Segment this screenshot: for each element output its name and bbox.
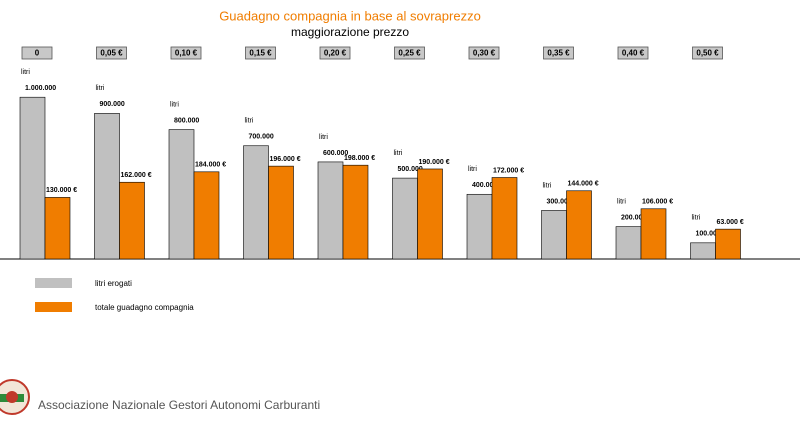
bar [317, 161, 344, 260]
category-box [692, 46, 723, 60]
value-label: 196.000 € [270, 156, 301, 163]
bar [417, 168, 443, 260]
unit-label: litri [21, 69, 30, 76]
unit-label: litri [692, 215, 701, 222]
bar [690, 242, 716, 260]
category-label: 0,15 € [249, 49, 272, 58]
bar [168, 129, 195, 260]
value-label: 100.000 [696, 231, 721, 238]
value-label: 1.000.000 [25, 85, 56, 92]
unit-label: litri [245, 118, 254, 125]
unit-label: litri [319, 134, 328, 141]
value-label: 130.000 € [46, 187, 77, 194]
bar [193, 171, 220, 260]
bar [491, 177, 518, 260]
value-label: 106.000 € [642, 199, 673, 206]
footer-organization: Associazione Nazionale Gestori Autonomi … [38, 398, 320, 412]
bar [640, 208, 667, 260]
unit-label: litri [468, 166, 477, 173]
chart-title: Guadagno compagnia in base al sovraprezz… [219, 8, 481, 23]
value-label: 400.000 [472, 182, 497, 189]
value-label: 172.000 € [493, 167, 524, 174]
category-box [170, 46, 202, 60]
category-label: 0,20 € [324, 49, 347, 58]
value-label: 144.000 € [568, 181, 599, 188]
unit-label: litri [96, 85, 105, 92]
legend-swatch [35, 278, 72, 288]
value-label: 184.000 € [195, 162, 226, 169]
category-box [96, 46, 127, 60]
value-label: 900.000 [100, 101, 125, 108]
category-label: 0,05 € [100, 49, 123, 58]
category-box [319, 46, 351, 60]
bar [19, 96, 46, 260]
category-box [21, 46, 53, 60]
category-label: 0,25 € [398, 49, 421, 58]
legend-label: totale guadagno compagnia [95, 303, 194, 312]
category-box [394, 46, 425, 60]
value-label: 600.000 [323, 150, 348, 157]
value-label: 162.000 € [121, 172, 152, 179]
unit-label: litri [617, 198, 626, 205]
category-label: 0,50 € [696, 49, 719, 58]
bar [342, 164, 369, 260]
category-label: 0,40 € [622, 49, 645, 58]
bar [94, 113, 120, 260]
value-label: 300.000 [547, 198, 572, 205]
unit-label: litri [170, 101, 179, 108]
bar [392, 177, 418, 260]
value-label: 198.000 € [344, 155, 375, 162]
value-label: 190.000 € [419, 159, 450, 166]
bar [566, 190, 592, 260]
category-label: 0 [35, 49, 40, 58]
category-box [617, 46, 649, 60]
category-box [543, 46, 574, 60]
bar [119, 181, 145, 260]
category-box [468, 46, 500, 60]
category-label: 0,35 € [547, 49, 570, 58]
value-label: 500.000 [398, 166, 423, 173]
bar [243, 145, 269, 260]
unit-label: litri [543, 182, 552, 189]
unit-label: litri [394, 150, 403, 157]
bar [466, 193, 493, 260]
bar [44, 197, 71, 260]
bar [268, 165, 294, 260]
chart-subtitle: maggiorazione prezzo [291, 25, 409, 39]
value-label: 700.000 [249, 134, 274, 141]
category-label: 0,30 € [473, 49, 496, 58]
logo [0, 379, 30, 415]
category-box [245, 46, 276, 60]
value-label: 63.000 € [717, 219, 744, 226]
category-label: 0,10 € [175, 49, 198, 58]
value-label: 800.000 [174, 117, 199, 124]
bar [541, 210, 567, 260]
legend-swatch [35, 302, 72, 312]
bar [715, 228, 741, 260]
legend-label: litri erogati [95, 279, 132, 288]
value-label: 200.000 [621, 214, 646, 221]
bar [615, 226, 642, 260]
